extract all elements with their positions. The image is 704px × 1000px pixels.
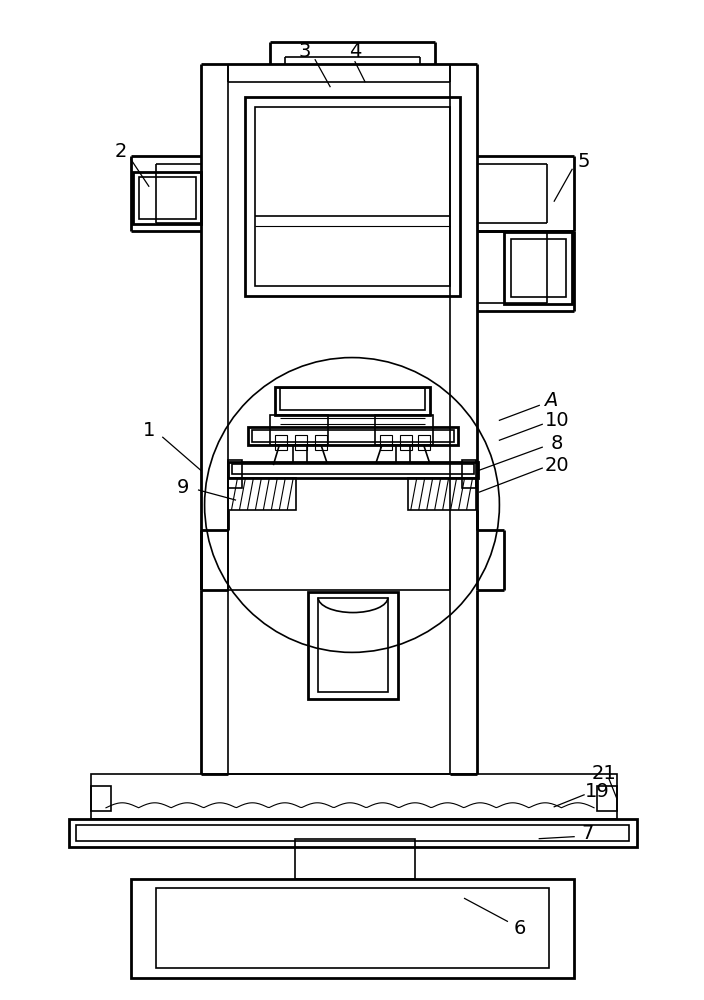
Text: 19: 19	[584, 782, 610, 801]
Bar	[229, 462, 477, 478]
Bar	[229, 478, 296, 510]
Bar	[249, 427, 458, 445]
Bar	[139, 177, 196, 219]
Bar	[232, 464, 474, 474]
Text: 10: 10	[545, 411, 570, 430]
Bar	[275, 435, 287, 450]
Bar	[295, 839, 415, 879]
Text: 6: 6	[513, 919, 525, 938]
Text: 21: 21	[591, 764, 617, 783]
Bar	[69, 819, 637, 847]
Bar	[256, 107, 450, 286]
Text: 5: 5	[578, 152, 591, 171]
Text: 3: 3	[299, 42, 311, 61]
Bar	[133, 172, 201, 224]
Bar	[295, 435, 307, 450]
Text: 7: 7	[581, 824, 593, 843]
Bar	[380, 435, 392, 450]
Bar	[76, 825, 629, 841]
Bar	[280, 388, 425, 410]
Bar	[91, 786, 111, 811]
Bar	[270, 415, 328, 445]
Bar	[417, 435, 429, 450]
Bar	[408, 478, 475, 510]
Bar	[246, 97, 460, 296]
Bar	[462, 460, 475, 488]
Bar	[315, 435, 327, 450]
Bar	[504, 232, 572, 304]
Bar	[131, 879, 574, 978]
Bar	[375, 415, 433, 445]
Text: 8: 8	[551, 434, 563, 453]
Text: 9: 9	[177, 478, 189, 497]
Text: 4: 4	[348, 42, 361, 61]
Text: 20: 20	[545, 456, 570, 475]
Bar	[229, 460, 242, 488]
Bar	[597, 786, 617, 811]
Bar	[318, 598, 388, 692]
Bar	[308, 592, 398, 699]
Bar	[511, 239, 566, 297]
Bar	[275, 387, 429, 415]
Bar	[156, 888, 549, 968]
Text: A: A	[544, 391, 558, 410]
Text: 1: 1	[143, 421, 155, 440]
Bar	[91, 774, 617, 819]
Text: 2: 2	[115, 142, 127, 161]
Bar	[253, 430, 453, 442]
Bar	[400, 435, 412, 450]
